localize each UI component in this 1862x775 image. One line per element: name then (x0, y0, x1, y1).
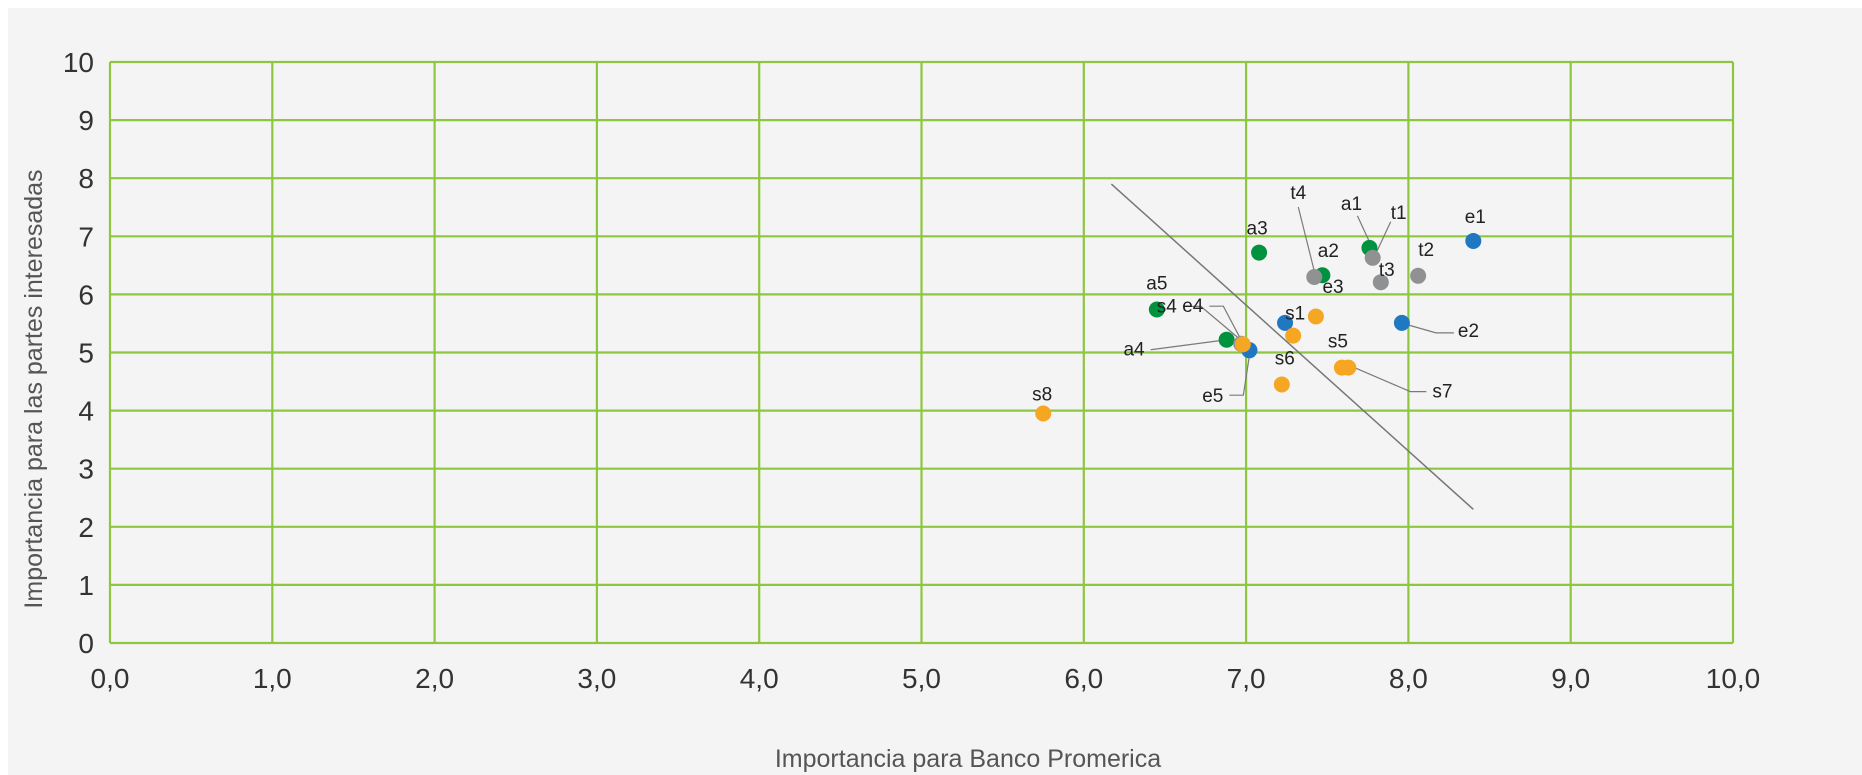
x-tick-label: 4,0 (740, 663, 779, 694)
x-tick-label: 6,0 (1064, 663, 1103, 694)
y-axis-ticks: 0 1 2 3 4 5 6 7 8 9 10 (63, 47, 94, 659)
y-tick-label: 4 (78, 396, 94, 427)
data-point-a4 (1218, 331, 1235, 348)
data-point-a5 (1148, 301, 1165, 318)
point-label: a4 (1123, 340, 1145, 361)
leader-line (1150, 339, 1227, 351)
x-tick-label: 3,0 (577, 663, 616, 694)
y-tick-label: 6 (78, 279, 94, 310)
x-tick-label: 5,0 (902, 663, 941, 694)
point-label: s8 (1032, 385, 1052, 406)
point-label: a2 (1318, 241, 1339, 262)
data-point-t3 (1372, 274, 1389, 291)
x-axis-ticks: 0,0 1,0 2,0 3,0 4,0 5,0 6,0 7,0 8,0 9,0 10,0 (91, 663, 1761, 694)
data-point-s8 (1035, 405, 1052, 422)
leader-line (1297, 206, 1315, 272)
leader-line (1229, 356, 1250, 396)
y-tick-label: 3 (78, 454, 94, 485)
y-tick-label: 0 (78, 628, 94, 659)
data-points (1035, 232, 1482, 422)
point-labels: a1 a2 a3 a4 a5 e1 e2 e3 e4 e5 t1 t2 t3 t4 s1 s4 s5 s6 s7 s8 (1032, 183, 1486, 407)
y-tick-label: 9 (78, 105, 94, 136)
x-tick-label: 0,0 (91, 663, 130, 694)
label-leader-lines (1150, 206, 1454, 396)
point-label: t1 (1391, 203, 1407, 224)
x-tick-label: 10,0 (1706, 663, 1761, 694)
x-tick-label: 1,0 (253, 663, 292, 694)
data-point-t4 (1306, 268, 1323, 285)
point-label: e1 (1465, 207, 1486, 228)
leader-line (1407, 324, 1454, 334)
x-tick-label: 9,0 (1551, 663, 1590, 694)
reference-line (1110, 183, 1474, 510)
point-label: e5 (1202, 386, 1223, 407)
point-label: s5 (1328, 332, 1348, 353)
point-label: e3 (1322, 277, 1343, 298)
grid (108, 60, 1735, 645)
y-tick-label: 10 (63, 47, 94, 78)
y-tick-label: 8 (78, 163, 94, 194)
point-label: a1 (1341, 194, 1362, 215)
y-tick-label: 7 (78, 221, 94, 252)
data-point-t1 (1364, 249, 1381, 266)
x-axis-title: Importancia para Banco Promerica (775, 745, 1161, 773)
data-point-s6 (1273, 376, 1290, 393)
x-tick-label: 2,0 (415, 663, 454, 694)
point-label: e2 (1458, 321, 1479, 342)
point-label: t3 (1379, 260, 1395, 281)
data-point-e3 (1277, 314, 1294, 331)
data-point-s4 (1234, 336, 1251, 353)
data-point-a3 (1251, 244, 1268, 261)
x-tick-label: 7,0 (1227, 663, 1266, 694)
point-label: e4 (1182, 296, 1204, 317)
data-point-s1 (1285, 327, 1302, 344)
x-tick-label: 8,0 (1389, 663, 1428, 694)
data-point-t2 (1410, 267, 1427, 284)
y-axis-title: Importancia para las partes interesadas (20, 169, 48, 608)
leader-line (1209, 305, 1244, 345)
leader-line (1182, 305, 1240, 339)
point-label: a5 (1146, 274, 1167, 295)
chart-area: 0,0 1,0 2,0 3,0 4,0 5,0 6,0 7,0 8,0 9,0 10,0 0 1 2 3 4… (8, 8, 1862, 775)
point-label: t2 (1418, 240, 1434, 261)
point-label: a3 (1247, 219, 1268, 240)
leader-line (1356, 215, 1370, 243)
leader-line (1376, 221, 1392, 253)
y-tick-label: 5 (78, 338, 94, 369)
data-point-s7 (1340, 359, 1357, 376)
point-label: s7 (1432, 382, 1452, 403)
data-point (1307, 308, 1324, 325)
y-tick-label: 2 (78, 512, 94, 543)
point-label: s4 (1157, 296, 1178, 317)
data-point-e2 (1393, 314, 1410, 331)
point-label: s1 (1285, 304, 1305, 325)
point-label: s6 (1275, 348, 1295, 369)
scatter-chart: 0,0 1,0 2,0 3,0 4,0 5,0 6,0 7,0 8,0 9,0 10,0 0 1 2 3 4… (20, 47, 1761, 773)
y-tick-label: 1 (78, 570, 94, 601)
data-point-e1 (1465, 232, 1482, 249)
leader-line (1354, 367, 1427, 393)
point-label: t4 (1290, 183, 1306, 204)
